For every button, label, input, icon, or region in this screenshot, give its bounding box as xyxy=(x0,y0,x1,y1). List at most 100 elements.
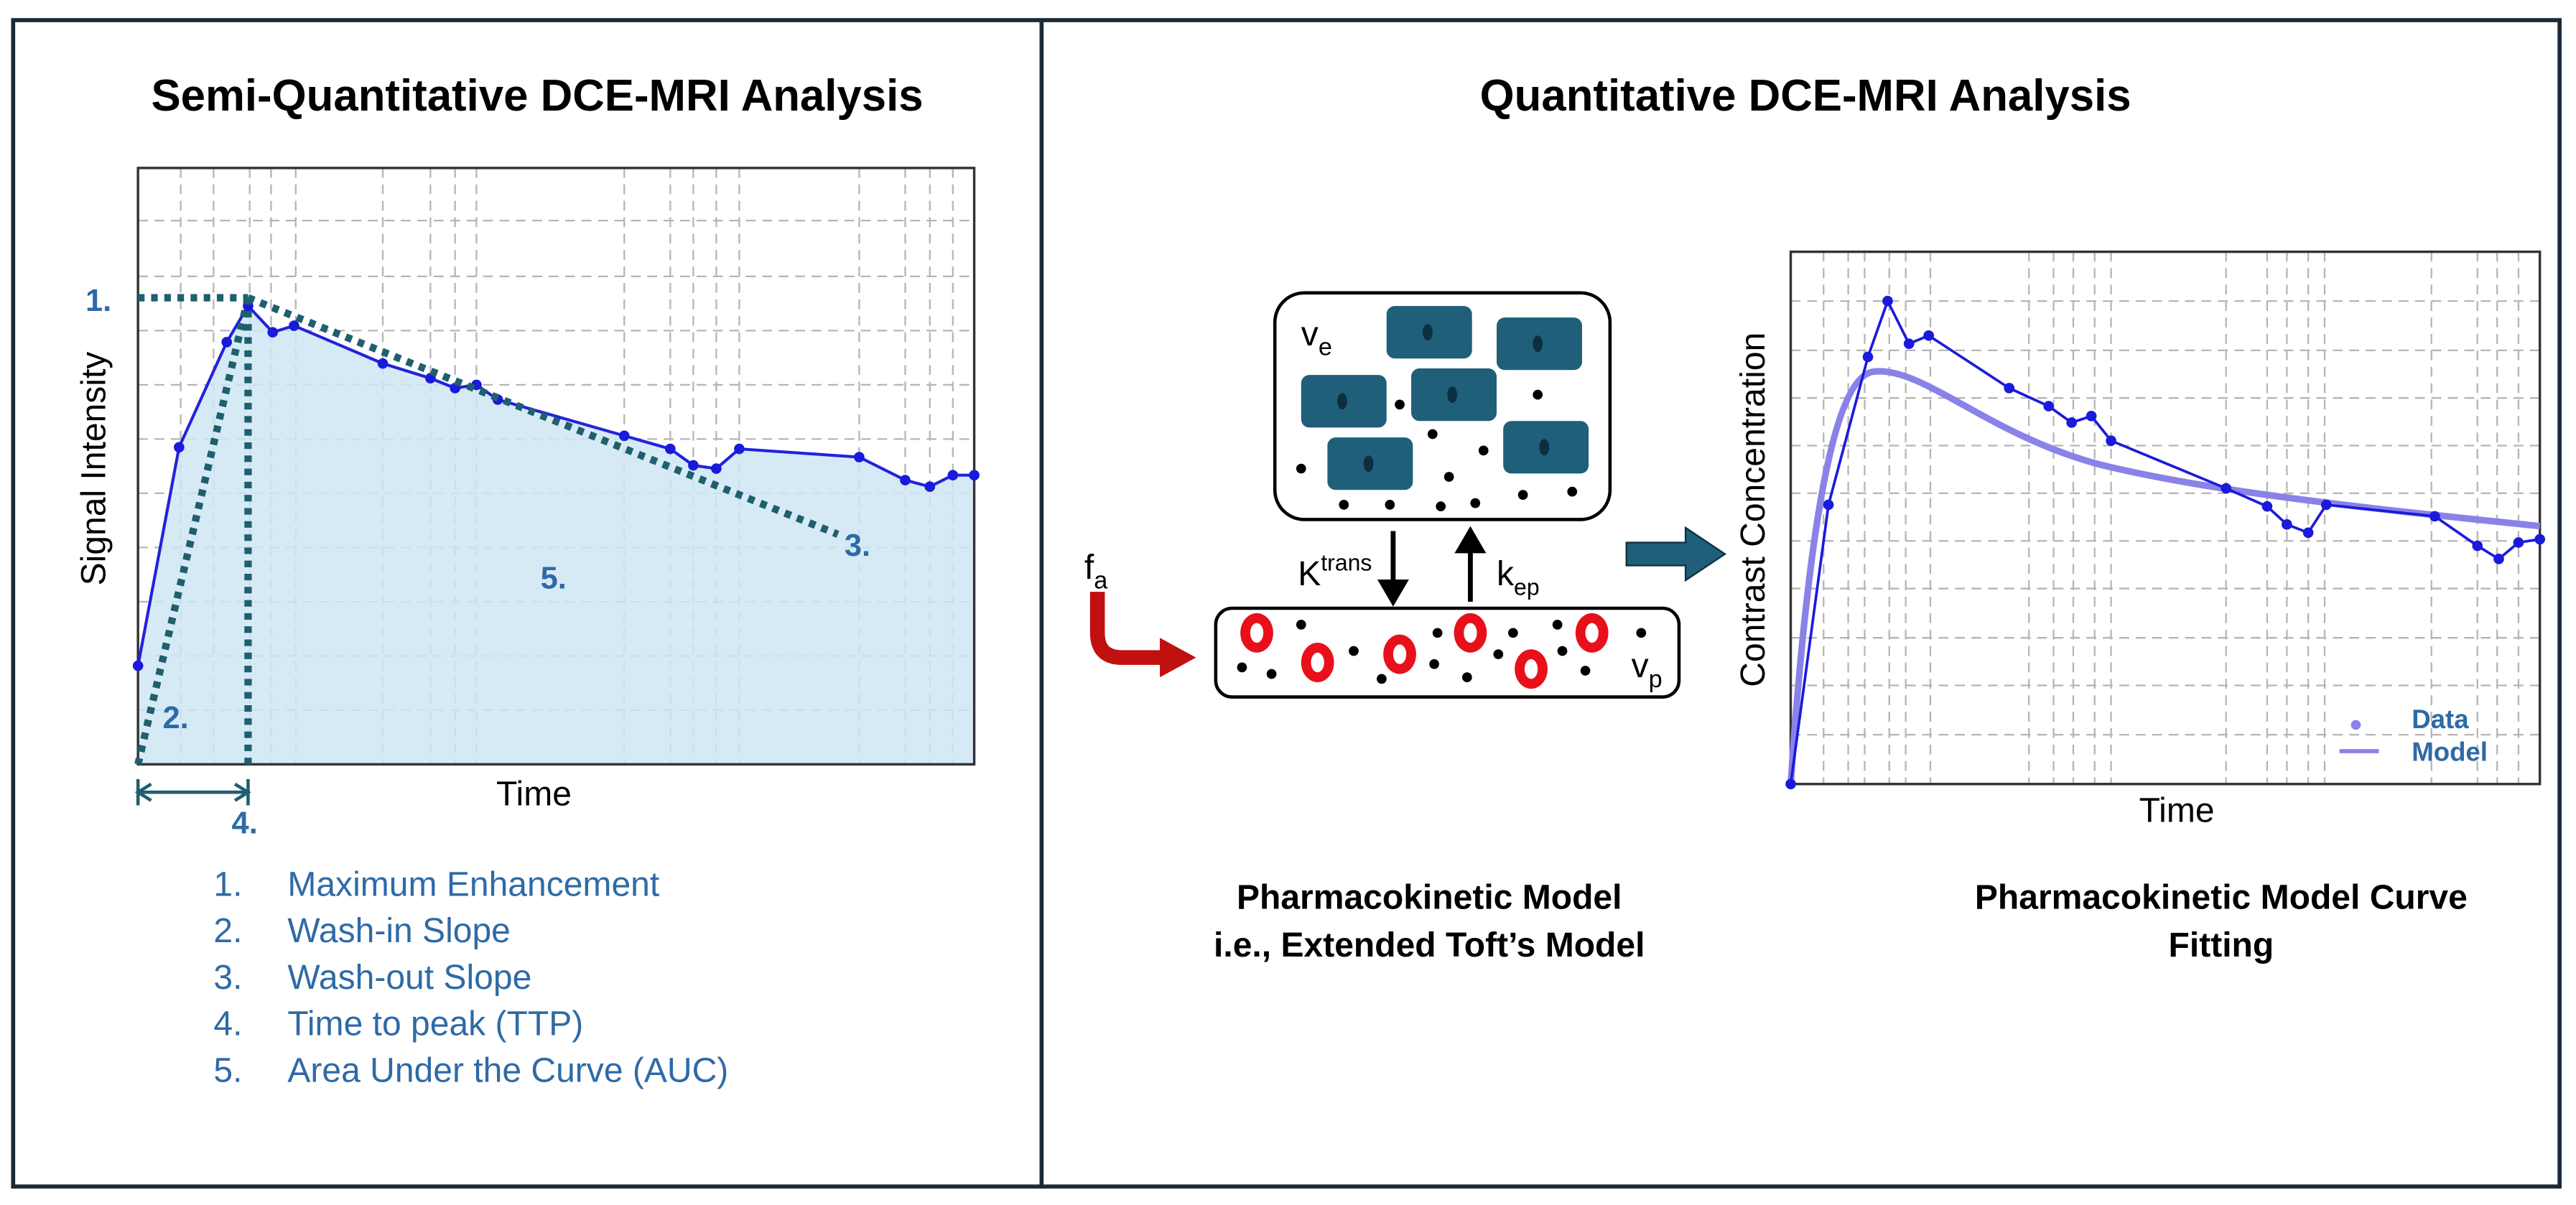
point xyxy=(734,443,745,455)
point xyxy=(2106,435,2116,446)
caption: Fitting xyxy=(2169,926,2274,964)
point xyxy=(267,327,279,338)
point xyxy=(2472,540,2483,552)
label-base: v xyxy=(1301,315,1319,353)
point xyxy=(2066,417,2078,428)
label-base: K xyxy=(1298,555,1321,593)
signal-points xyxy=(132,300,980,671)
point xyxy=(2429,511,2440,522)
right-grid xyxy=(1790,251,2540,784)
point xyxy=(947,470,959,481)
y-axis-label: Contrast Concentration xyxy=(1734,332,1772,687)
point xyxy=(1903,338,1915,350)
annotation: 5. xyxy=(541,562,567,596)
point xyxy=(2513,537,2524,548)
exchange-arrows xyxy=(1377,526,1487,607)
label-sub: a xyxy=(1094,567,1108,595)
annotation: 1. xyxy=(85,284,111,318)
point xyxy=(2493,554,2504,564)
point xyxy=(2221,483,2232,494)
arrow-head xyxy=(1160,638,1196,678)
caption: Pharmacokinetic Model Curve xyxy=(1975,879,2468,917)
point xyxy=(2302,527,2314,539)
point xyxy=(2086,411,2097,422)
left-legend: 1. Maximum Enhancement 2. Wash-in Slope 3. Wa… xyxy=(213,865,728,1089)
legend-entry: Model xyxy=(2412,738,2488,767)
point xyxy=(924,481,936,493)
flow-arrow xyxy=(1625,526,1727,582)
label-sup: trans xyxy=(1321,549,1372,575)
cell-nuclei xyxy=(1337,324,1550,473)
point xyxy=(854,452,865,462)
point xyxy=(2320,499,2332,511)
point xyxy=(900,475,911,485)
caption: Pharmacokinetic Model xyxy=(1237,879,1622,917)
point xyxy=(1882,295,1893,307)
point xyxy=(2261,501,2273,512)
legend-entry: Data xyxy=(2412,704,2469,734)
arterial-input-arrow xyxy=(1089,592,1163,665)
ve-label: ve xyxy=(1301,315,1332,361)
point xyxy=(1823,499,1834,511)
auc-area xyxy=(138,306,975,765)
red-blood-cells xyxy=(1240,613,1609,689)
annotation: 2. xyxy=(162,701,188,735)
plasma-compartment xyxy=(1214,606,1681,699)
point xyxy=(618,430,630,442)
ttp-bracket xyxy=(134,778,251,806)
annotation-lines xyxy=(134,294,840,766)
point xyxy=(688,460,699,471)
label-base: v xyxy=(1632,647,1649,685)
vp-label: vp xyxy=(1632,647,1663,693)
point xyxy=(377,358,389,369)
label-base: f xyxy=(1084,549,1094,587)
annotation: 3. xyxy=(845,529,870,563)
label-base: k xyxy=(1497,555,1515,593)
point xyxy=(132,660,144,671)
left-title: Semi-Quantitative DCE-MRI Analysis xyxy=(151,71,923,121)
legend-number: 2. xyxy=(213,912,242,950)
label-sub: ep xyxy=(1514,574,1540,600)
outer-border xyxy=(11,18,2562,1189)
point xyxy=(969,470,980,481)
annotation: 4. xyxy=(232,806,258,840)
legend-number: 4. xyxy=(213,1005,242,1043)
data-points xyxy=(1785,295,2545,790)
label-sub: e xyxy=(1319,334,1332,361)
legend-text: Wash-out Slope xyxy=(287,959,531,997)
ktrans-label: Ktrans xyxy=(1298,549,1372,593)
legend-number: 3. xyxy=(213,959,242,997)
legend-number: 5. xyxy=(213,1051,242,1089)
point xyxy=(1923,330,1934,341)
x-axis-label: Time xyxy=(2139,791,2215,829)
legend-text: Wash-in Slope xyxy=(287,912,511,950)
left-plot-frame xyxy=(136,167,976,766)
point xyxy=(289,320,299,331)
plasma-dots xyxy=(1237,620,1647,684)
y-axis-label: Signal Intensity xyxy=(75,352,113,586)
legend-dot xyxy=(2351,720,2361,730)
point xyxy=(711,463,722,474)
model-curve xyxy=(1787,368,2541,785)
point xyxy=(665,443,676,455)
legend-text: Time to peak (TTP) xyxy=(287,1005,583,1043)
point xyxy=(2282,519,2292,530)
caption: i.e., Extended Toft’s Model xyxy=(1214,926,1645,964)
point xyxy=(221,337,233,348)
right-title: Quantitative DCE-MRI Analysis xyxy=(1480,71,2131,121)
x-axis-label: Time xyxy=(496,776,572,814)
right-plot-frame xyxy=(1789,250,2542,786)
point xyxy=(1862,351,1874,363)
legend-text: Maximum Enhancement xyxy=(287,865,659,903)
label-sub: p xyxy=(1649,666,1663,693)
fa-label: fa xyxy=(1084,549,1108,595)
legend-number: 1. xyxy=(213,865,242,903)
point xyxy=(174,442,185,453)
point xyxy=(2004,383,2015,394)
legend-text: Area Under the Curve (AUC) xyxy=(287,1051,728,1089)
kep-label: kep xyxy=(1497,555,1540,600)
point xyxy=(1785,778,1796,790)
tracer-dots xyxy=(1296,389,1578,512)
point xyxy=(2043,401,2054,411)
